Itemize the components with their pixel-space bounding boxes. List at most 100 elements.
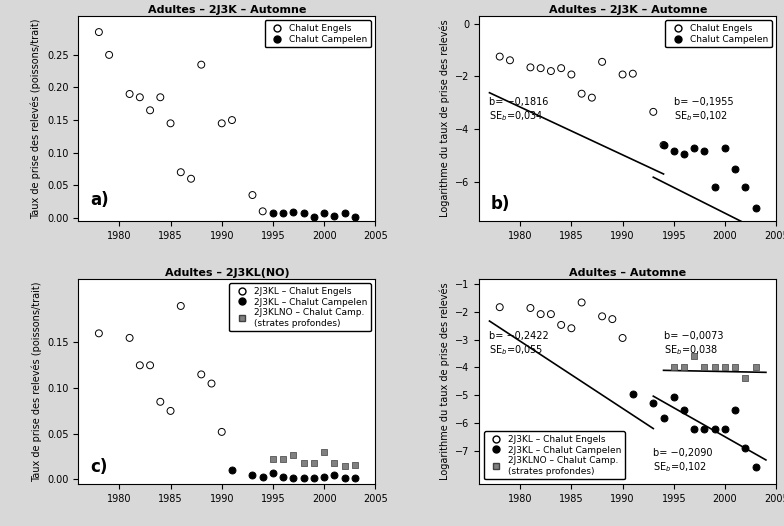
Point xyxy=(657,141,670,149)
Point xyxy=(657,413,670,422)
Point xyxy=(719,424,731,433)
Point xyxy=(606,315,619,323)
Y-axis label: Taux de prise des relevés (poissons/trait): Taux de prise des relevés (poissons/trai… xyxy=(31,18,42,219)
Point xyxy=(307,213,320,221)
Legend: 2J3KL – Chalut Engels, 2J3KL – Chalut Campelen, 2J3KLNO – Chalut Camp.
(strates : 2J3KL – Chalut Engels, 2J3KL – Chalut Ca… xyxy=(230,283,371,331)
Point xyxy=(657,141,670,149)
Point xyxy=(535,310,547,318)
Point xyxy=(493,53,506,61)
Y-axis label: Taux de prise des relevés (poissons/trait): Taux de prise des relevés (poissons/trai… xyxy=(31,281,42,481)
Point xyxy=(287,208,299,216)
Point xyxy=(688,424,701,433)
Point xyxy=(596,58,608,66)
Title: Adultes – 2J3K – Automne: Adultes – 2J3K – Automne xyxy=(147,5,306,15)
Point xyxy=(307,459,320,467)
Point xyxy=(503,56,516,65)
Point xyxy=(103,50,115,59)
Point xyxy=(596,312,608,320)
Point xyxy=(267,208,279,217)
Point xyxy=(175,302,187,310)
Point xyxy=(349,461,361,469)
Y-axis label: Logarithme du taux de prise des relevés: Logarithme du taux de prise des relevés xyxy=(439,282,449,480)
Legend: Chalut Engels, Chalut Campelen: Chalut Engels, Chalut Campelen xyxy=(264,21,371,47)
Point xyxy=(165,119,177,127)
Point xyxy=(143,106,156,115)
Point xyxy=(339,461,351,470)
Title: Adultes – Automne: Adultes – Automne xyxy=(569,268,686,278)
Point xyxy=(307,473,320,482)
Point xyxy=(575,298,588,307)
Point xyxy=(277,455,289,463)
Point xyxy=(677,150,690,158)
Text: b= −0,2090
SE$_b$=0,102: b= −0,2090 SE$_b$=0,102 xyxy=(653,448,713,473)
Text: b= −0,2422
SE$_b$=0,055: b= −0,2422 SE$_b$=0,055 xyxy=(489,331,550,357)
Point xyxy=(328,459,340,467)
Point xyxy=(287,473,299,482)
Point xyxy=(616,70,629,79)
Point xyxy=(709,363,721,371)
Point xyxy=(185,175,198,183)
Point xyxy=(565,70,578,79)
Legend: 2J3KL – Chalut Engels, 2J3KL – Chalut Campelen, 2J3KLNO – Chalut Camp.
(strates : 2J3KL – Chalut Engels, 2J3KL – Chalut Ca… xyxy=(484,431,625,479)
Point xyxy=(205,379,218,388)
Point xyxy=(555,321,568,329)
Title: Adultes – 2J3K – Automne: Adultes – 2J3K – Automne xyxy=(549,5,707,15)
Point xyxy=(575,89,588,98)
Point xyxy=(616,334,629,342)
Point xyxy=(175,168,187,176)
Point xyxy=(524,304,537,312)
Point xyxy=(216,119,228,127)
Point xyxy=(699,147,711,156)
Point xyxy=(216,428,228,436)
Point xyxy=(677,363,690,371)
Point xyxy=(246,471,259,479)
Point xyxy=(93,329,105,338)
Point xyxy=(750,204,762,212)
Point xyxy=(647,108,659,116)
Point xyxy=(195,60,208,69)
Point xyxy=(195,370,208,379)
Point xyxy=(709,183,721,191)
Point xyxy=(699,424,711,433)
Point xyxy=(739,444,752,452)
Point xyxy=(133,361,146,369)
Text: b= −0,1816
SE$_b$=0,034: b= −0,1816 SE$_b$=0,034 xyxy=(489,97,549,123)
Point xyxy=(297,459,310,467)
Point xyxy=(297,209,310,217)
Point xyxy=(256,472,269,481)
Point xyxy=(729,363,742,371)
Point xyxy=(555,64,568,73)
Point xyxy=(349,213,361,221)
Legend: Chalut Engels, Chalut Campelen: Chalut Engels, Chalut Campelen xyxy=(666,21,771,47)
Point xyxy=(739,375,752,383)
Point xyxy=(165,407,177,415)
Text: b): b) xyxy=(491,195,510,213)
Text: a): a) xyxy=(90,191,109,209)
Point xyxy=(677,406,690,414)
Y-axis label: Logarithme du taux de prise des relevés: Logarithme du taux de prise des relevés xyxy=(439,19,449,217)
Point xyxy=(123,90,136,98)
Point xyxy=(699,363,711,371)
Point xyxy=(349,473,361,482)
Point xyxy=(729,406,742,414)
Point xyxy=(328,471,340,479)
Point xyxy=(339,473,351,482)
Point xyxy=(719,144,731,152)
Point xyxy=(729,165,742,173)
Point xyxy=(586,94,598,102)
Point xyxy=(226,466,238,474)
Point xyxy=(493,303,506,311)
Point xyxy=(318,208,330,217)
Point xyxy=(565,324,578,332)
Point xyxy=(93,28,105,36)
Point xyxy=(318,448,330,456)
Point xyxy=(545,67,557,75)
Title: Adultes – 2J3KL(NO): Adultes – 2J3KL(NO) xyxy=(165,268,289,278)
Text: b= −0,0073
SE$_b$=0,038: b= −0,0073 SE$_b$=0,038 xyxy=(663,331,723,357)
Point xyxy=(143,361,156,369)
Point xyxy=(626,69,639,78)
Point xyxy=(667,146,680,155)
Point xyxy=(246,191,259,199)
Point xyxy=(750,363,762,371)
Point xyxy=(709,424,721,433)
